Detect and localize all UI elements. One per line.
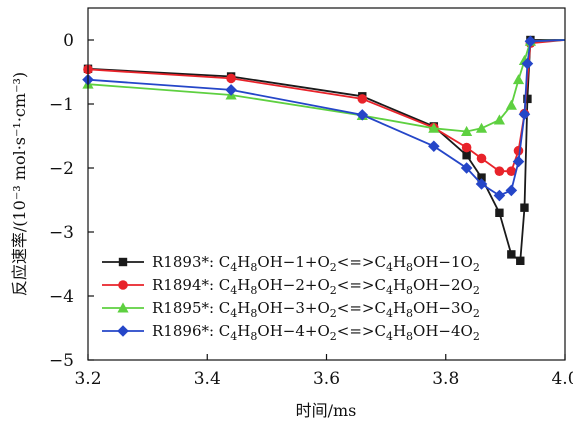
legend-label: R1893*: C4H8OH−1+O2<=>C4H8OH−1O2	[152, 253, 480, 274]
series-line	[87, 39, 566, 133]
x-tick-label: 3.6	[313, 369, 340, 389]
data-point	[507, 250, 516, 259]
legend: R1893*: C4H8OH−1+O2<=>C4H8OH−1O2R1894*: …	[102, 253, 480, 343]
legend-label: R1894*: C4H8OH−2+O2<=>C4H8OH−2O2	[152, 276, 480, 297]
data-point	[506, 166, 517, 176]
data-point	[428, 140, 440, 153]
data-point	[524, 35, 537, 48]
legend-item-2: R1894*: C4H8OH−2+O2<=>C4H8OH−2O2	[102, 276, 480, 297]
x-axis-title: 时间/ms	[296, 401, 357, 420]
data-point	[505, 99, 517, 110]
data-point	[495, 208, 504, 217]
data-point	[513, 145, 524, 156]
series-3	[82, 35, 566, 136]
legend-item-4: R1896*: C4H8OH−4+O2<=>C4H8OH−4O2	[102, 322, 480, 343]
series-1	[83, 35, 565, 265]
data-point	[475, 178, 488, 190]
axes-layer: 3.2 3.4 3.6 3.8 4.0 0 −1 −2 −3 −4 −5	[49, 31, 573, 389]
data-point	[462, 151, 471, 160]
data-point	[356, 109, 369, 121]
data-point	[461, 125, 473, 136]
y-tick-label: −3	[49, 223, 74, 243]
data-point	[461, 142, 472, 153]
legend-marker	[117, 325, 129, 337]
series-line	[87, 39, 566, 173]
series-4	[82, 35, 566, 202]
x-tick-label: 4.0	[551, 369, 573, 389]
y-tick-label: −2	[49, 159, 74, 179]
x-tick-label: 3.2	[74, 369, 101, 389]
series-layer	[82, 35, 566, 265]
y-tick-label: −1	[49, 95, 74, 115]
data-point	[493, 189, 506, 202]
data-point	[523, 94, 532, 104]
legend-label: R1896*: C4H8OH−4+O2<=>C4H8OH−4O2	[152, 322, 480, 343]
data-point	[460, 162, 473, 174]
data-point	[512, 155, 525, 168]
legend-item-1: R1893*: C4H8OH−1+O2<=>C4H8OH−1O2	[102, 253, 480, 274]
y-tick-label: −4	[49, 287, 74, 307]
data-point	[521, 57, 534, 70]
legend-marker	[118, 280, 128, 290]
x-tick-label: 3.4	[194, 369, 221, 389]
data-point	[505, 184, 518, 197]
data-point	[518, 108, 531, 121]
legend-item-3: R1895*: C4H8OH−3+O2<=>C4H8OH−3O2	[102, 299, 480, 320]
legend-marker	[118, 257, 128, 267]
data-point	[226, 73, 236, 84]
data-point	[225, 84, 237, 96]
x-tick-label: 3.8	[432, 369, 459, 389]
data-point	[476, 153, 487, 164]
series-line	[87, 39, 566, 197]
data-point	[477, 173, 486, 182]
data-point	[494, 166, 505, 176]
data-point	[516, 256, 525, 265]
data-point	[493, 114, 506, 125]
y-tick-label: −5	[49, 351, 74, 371]
data-point	[512, 74, 525, 85]
y-tick-label: 0	[63, 31, 74, 51]
data-point	[475, 122, 488, 133]
legend-label: R1895*: C4H8OH−3+O2<=>C4H8OH−3O2	[152, 299, 480, 320]
data-point	[520, 203, 529, 212]
y-axis-title: 反应速率/(10⁻³ mol·s⁻¹·cm⁻³)	[10, 72, 29, 296]
legend-marker	[117, 302, 129, 313]
data-point	[428, 122, 440, 133]
data-point	[357, 94, 368, 104]
